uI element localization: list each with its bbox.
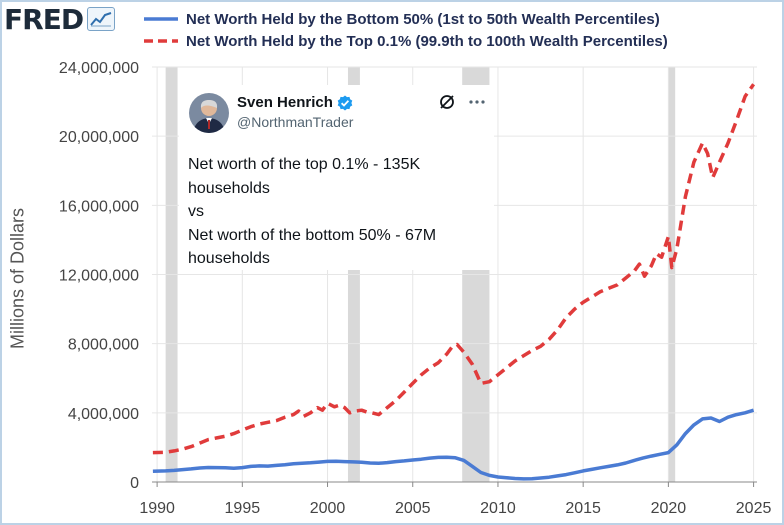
series-line-bottom-50 xyxy=(152,408,755,481)
legend-item-top-0-1: Net Worth Held by the Top 0.1% (99.9th t… xyxy=(144,30,668,52)
tweet-author-name-text: Sven Henrich xyxy=(237,94,333,111)
y-tick-label: 24,000,000 xyxy=(59,60,139,77)
y-tick-label: 4,000,000 xyxy=(68,406,139,423)
y-tick-label: 20,000,000 xyxy=(59,129,139,146)
grok-icon[interactable] xyxy=(438,93,456,111)
legend-swatch-dashed xyxy=(144,39,178,43)
fred-logo[interactable]: FRED xyxy=(4,2,116,36)
logo-text: FRED xyxy=(4,2,84,36)
more-options-icon[interactable] xyxy=(468,93,486,111)
y-tick-label: 0 xyxy=(130,475,139,492)
legend-item-bottom-50: Net Worth Held by the Bottom 50% (1st to… xyxy=(144,8,668,30)
tweet-line: households xyxy=(188,179,270,197)
verified-badge-icon xyxy=(337,95,353,110)
x-tick-label: 1990 xyxy=(139,500,175,517)
y-tick-label: 8,000,000 xyxy=(68,337,139,354)
chart-legend: Net Worth Held by the Bottom 50% (1st to… xyxy=(144,8,668,52)
legend-label-top-0-1: Net Worth Held by the Top 0.1% (99.9th t… xyxy=(186,32,668,50)
y-tick-label: 16,000,000 xyxy=(59,198,139,215)
avatar[interactable] xyxy=(189,93,229,133)
x-tick-label: 2015 xyxy=(565,500,601,517)
y-tick-label: 12,000,000 xyxy=(59,268,139,285)
x-tick-label: 2020 xyxy=(651,500,687,517)
tweet-line: Net worth of the top 0.1% - 135K xyxy=(188,156,421,173)
x-tick-label: 2025 xyxy=(736,500,772,517)
tweet-text: Net worth of the top 0.1% - 135K househo… xyxy=(188,153,488,271)
x-tick-label: 2000 xyxy=(310,500,346,517)
tweet-line: Net worth of the bottom 50% - 67M xyxy=(188,226,437,244)
x-tick-label: 1995 xyxy=(225,500,261,517)
tweet-actions xyxy=(438,93,486,111)
x-tick-label: 2010 xyxy=(480,500,516,517)
tweet-line: vs xyxy=(188,203,204,220)
tweet-author-name[interactable]: Sven Henrich xyxy=(237,94,353,111)
tweet-card[interactable]: Sven Henrich @NorthmanTrader Net worth o… xyxy=(179,85,494,270)
legend-swatch-solid xyxy=(144,17,178,21)
x-tick-label: 2005 xyxy=(395,500,431,517)
line-chart-icon xyxy=(87,7,116,31)
tweet-line: households xyxy=(188,250,270,267)
series-line-top-0-1 xyxy=(152,83,756,455)
tweet-author-handle[interactable]: @NorthmanTrader xyxy=(237,114,354,130)
legend-label-bottom-50: Net Worth Held by the Bottom 50% (1st to… xyxy=(186,10,660,28)
